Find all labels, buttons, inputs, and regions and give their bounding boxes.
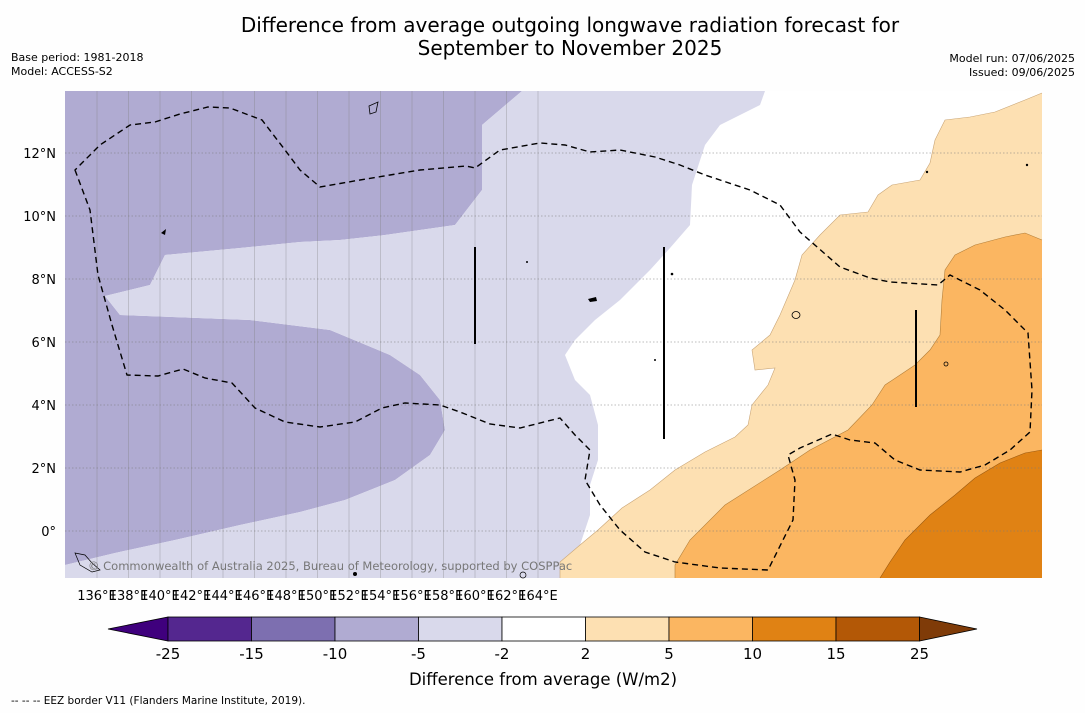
colorbar-tick-label: -2 <box>495 645 510 663</box>
longitude-label: 152°E <box>329 589 369 604</box>
colorbar-segment <box>668 616 753 642</box>
colorbar-label: Difference from average (W/m2) <box>409 670 677 689</box>
island-outline <box>943 361 949 367</box>
colorbar-tick-label: -15 <box>239 645 264 663</box>
latitude-label: 4°N <box>32 399 57 414</box>
base-period-text: Base period: 1981-2018 <box>11 51 144 64</box>
colorbar-tick-label: -5 <box>411 645 426 663</box>
contour-line-plus2 <box>559 92 1043 578</box>
longitude-label: 140°E <box>140 589 180 604</box>
latitude-label: 8°N <box>32 273 57 288</box>
latitude-axis-labels: 12°N 10°N 8°N 6°N 4°N 2°N 0° <box>23 147 56 540</box>
latitude-label: 0° <box>41 525 56 540</box>
colorbar-segment <box>418 616 503 642</box>
longitude-label: 136°E <box>77 589 117 604</box>
island-outline <box>368 101 379 115</box>
gridlines <box>65 91 1042 578</box>
island-outline <box>74 552 101 573</box>
map-panel: © Commonwealth of Australia 2025, Bureau… <box>65 91 1043 579</box>
metadata-right: Model run: 07/06/2025 Issued: 09/06/2025 <box>949 52 1075 80</box>
colorbar-tick-label: 25 <box>910 645 929 663</box>
island-outline <box>925 170 929 174</box>
title-line-2: September to November 2025 <box>417 36 723 60</box>
model-text: Model: ACCESS-S2 <box>11 65 113 78</box>
colorbar-extend-low <box>107 616 169 642</box>
model-run-text: Model run: 07/06/2025 <box>949 52 1075 65</box>
colorbar-tick-label: 10 <box>743 645 762 663</box>
island-outline <box>519 571 527 579</box>
longitude-label: 156°E <box>392 589 432 604</box>
longitude-label: 146°E <box>235 589 275 604</box>
longitude-label: 164°E <box>518 589 558 604</box>
colorbar-segment <box>585 616 670 642</box>
longitude-label: 150°E <box>298 589 338 604</box>
longitude-axis-labels: 136°E138°E140°E142°E144°E146°E148°E150°E… <box>77 589 558 604</box>
colorbar-segment <box>167 616 252 642</box>
longitude-label: 148°E <box>266 589 306 604</box>
island-outline <box>588 297 597 302</box>
colorbar-tick-label: -25 <box>156 645 181 663</box>
map-title: Difference from average outgoing longwav… <box>170 14 970 60</box>
island-outline <box>353 572 357 576</box>
colorbar-extend-high <box>919 616 978 642</box>
longitude-label: 158°E <box>424 589 464 604</box>
colorbar-segment <box>334 616 419 642</box>
island-outline <box>526 261 528 263</box>
colorbar-segment <box>251 616 336 642</box>
colorbar-segment <box>501 616 586 642</box>
colorbar-tick-label: 2 <box>581 645 591 663</box>
longitude-label: 162°E <box>487 589 527 604</box>
longitude-label: 160°E <box>455 589 495 604</box>
issued-text: Issued: 09/06/2025 <box>968 66 1075 79</box>
latitude-label: 10°N <box>23 210 56 225</box>
eez-border-line <box>74 106 1033 571</box>
anomaly-region-plus10 <box>880 450 1042 578</box>
colorbar-tick-label: 5 <box>664 645 674 663</box>
anomaly-region-minus5 <box>65 91 765 578</box>
longitude-label: 144°E <box>203 589 243 604</box>
island-outline <box>654 359 656 361</box>
colorbar-tick-label: 15 <box>826 645 845 663</box>
copyright-text: © Commonwealth of Australia 2025, Bureau… <box>88 559 572 573</box>
latitude-label: 12°N <box>23 147 56 162</box>
anomaly-region-plus5 <box>675 233 1042 578</box>
island-outline <box>791 311 801 319</box>
island-outline <box>670 272 674 276</box>
latitude-label: 6°N <box>32 336 57 351</box>
colorbar-segment <box>835 616 920 642</box>
colorbar-tick-label: -10 <box>323 645 348 663</box>
island-outline <box>1025 163 1029 167</box>
longitude-label: 142°E <box>172 589 212 604</box>
metadata-left: Base period: 1981-2018 Model: ACCESS-S2 <box>11 51 143 79</box>
longitude-label: 154°E <box>361 589 401 604</box>
colorbar-segment <box>752 616 837 642</box>
colorbar: -25 -15 -10 -5 -2 2 5 10 15 25 <box>107 616 978 663</box>
contour-line-plus10 <box>879 449 1043 579</box>
title-line-1: Difference from average outgoing longwav… <box>240 13 900 37</box>
footnote-eez-border: -- -- -- EEZ border V11 (Flanders Marine… <box>11 695 306 707</box>
longitude-label: 138°E <box>109 589 149 604</box>
island-outline <box>161 229 166 235</box>
anomaly-region-minus10 <box>65 91 522 565</box>
latitude-label: 2°N <box>32 462 57 477</box>
